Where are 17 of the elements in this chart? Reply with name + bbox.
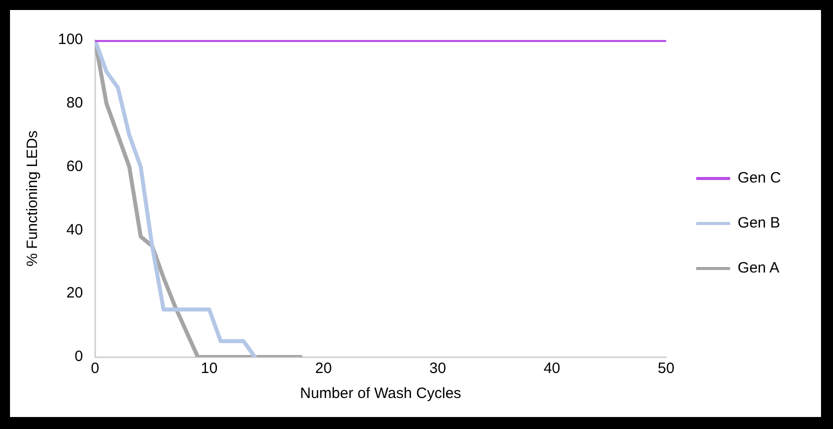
x-tick-label: 0 <box>90 360 100 378</box>
x-tick-label: 10 <box>200 360 218 378</box>
x-tick-label: 20 <box>315 360 332 378</box>
legend-label: Gen A <box>738 260 780 277</box>
legend-label: Gen C <box>738 170 782 187</box>
y-tick-label: 40 <box>66 221 84 238</box>
legend-label: Gen B <box>738 214 780 232</box>
y-axis-title: % Functioning LEDs <box>24 130 42 266</box>
y-tick-label: 0 <box>74 348 84 366</box>
y-tick-label: 80 <box>66 94 84 112</box>
y-tick-label: 20 <box>66 284 84 302</box>
x-tick-label: 40 <box>544 360 560 378</box>
x-axis-title: Number of Wash Cycles <box>300 385 462 402</box>
x-tick-label: 50 <box>658 360 674 378</box>
x-tick-label: 30 <box>429 360 446 378</box>
y-tick-label: 60 <box>66 158 84 175</box>
y-tick-label: 100 <box>58 31 84 48</box>
